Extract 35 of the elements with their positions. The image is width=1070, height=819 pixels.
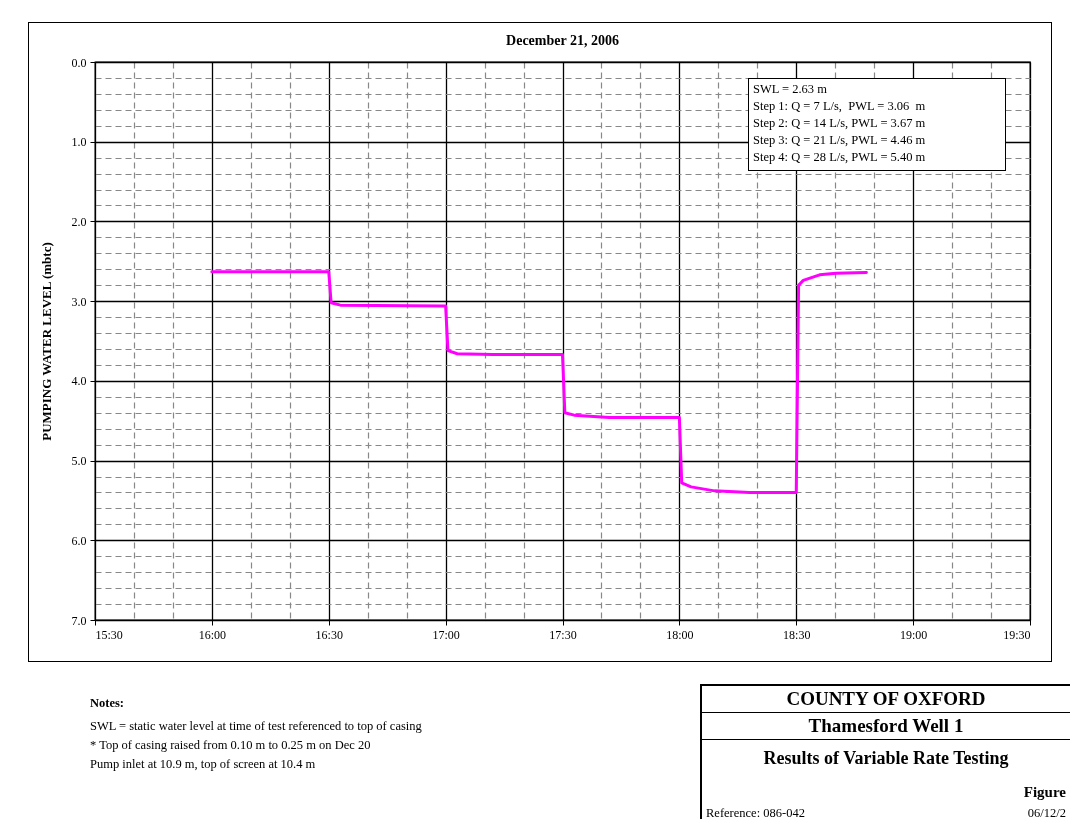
y-tick-label: 4.0 (71, 374, 87, 389)
x-tick-label: 18:30 (783, 627, 811, 642)
y-tick-label: 0.0 (71, 55, 87, 70)
x-tick-label: 15:30 (95, 627, 123, 642)
annotation: Step 4: Q = 28 L/s, PWL = 5.40 m (753, 149, 927, 166)
text: Thamesford Well 1 (702, 713, 1070, 740)
annotation: SWL = 2.63 m (753, 81, 828, 98)
y-tick-label: 6.0 (71, 533, 87, 548)
text: Reference: 086-042 (706, 806, 805, 819)
text: Figure (1023, 784, 1066, 801)
text: Notes: (90, 695, 125, 712)
x-tick-label: 17:30 (549, 627, 577, 642)
y-tick-label: 7.0 (71, 613, 87, 628)
y-tick-label: 2.0 (71, 214, 87, 229)
text: Pump inlet at 10.9 m, top of screen at 10.4 m (90, 756, 317, 773)
text: SWL = static water level at time of test referenced to top of casing (90, 718, 422, 735)
x-tick-label: 16:00 (198, 627, 227, 642)
annotation: Step 3: Q = 21 L/s, PWL = 4.46 m (753, 132, 927, 149)
y-tick-label: 5.0 (71, 454, 87, 469)
x-tick-label: 18:00 (666, 627, 694, 642)
x-tick-label: 17:00 (432, 627, 460, 642)
text: 06/12/2 (1027, 806, 1066, 819)
x-tick-label: 19:30 (1003, 627, 1031, 642)
line-series (210, 270, 868, 494)
text: Results of Variable Rate Testing (762, 747, 1010, 770)
x-tick-label: 19:00 (899, 627, 928, 642)
annotation: Step 1: Q = 7 L/s, PWL = 3.06 m (753, 98, 927, 115)
y-axis-title: PUMPING WATER LEVEL (mbtc) (38, 242, 54, 441)
text: * Top of casing raised from 0.10 m to 0.25 m on Dec 20 (90, 737, 372, 754)
x-tick-label: 16:30 (315, 627, 343, 642)
text: COUNTY OF OXFORD (702, 686, 1070, 713)
y-tick-label: 1.0 (71, 135, 87, 150)
chart-title: December 21, 2006 (506, 33, 619, 48)
y-tick-label: 3.0 (71, 294, 87, 309)
annotation: Step 2: Q = 14 L/s, PWL = 3.67 m (753, 115, 927, 132)
